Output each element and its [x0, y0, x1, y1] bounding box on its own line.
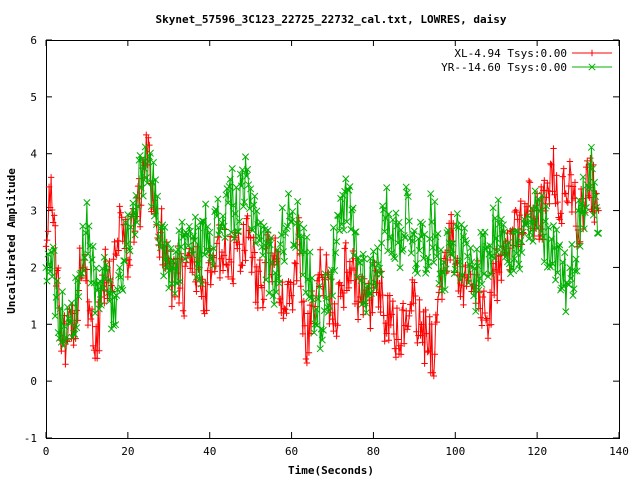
legend-marker [588, 49, 596, 57]
x-tick: 0 [43, 40, 50, 458]
x-tick: 100 [445, 40, 465, 458]
y-tick: 1 [30, 318, 619, 331]
legend-item: XL-4.94 Tsys:0.00 [454, 47, 612, 60]
chart-title: Skynet_57596_3C123_22725_22732_cal.txt, … [156, 13, 507, 26]
x-tick-label: 20 [121, 445, 134, 458]
series-layer [42, 131, 603, 380]
y-tick: -1 [24, 432, 619, 445]
y-tick: 5 [30, 91, 619, 104]
y-tick-label: 3 [30, 205, 37, 218]
y-tick: 2 [30, 261, 619, 274]
x-tick: 60 [285, 40, 298, 458]
y-tick: 0 [30, 375, 619, 388]
x-tick: 140 [609, 40, 629, 458]
legend-item: YR--14.60 Tsys:0.00 [441, 61, 612, 74]
plot-frame [46, 40, 620, 439]
x-tick-label: 120 [527, 445, 547, 458]
x-tick-label: 60 [285, 445, 298, 458]
y-tick: 6 [30, 34, 619, 47]
y-tick-label: 1 [30, 318, 37, 331]
x-tick-label: 40 [203, 445, 216, 458]
x-tick-label: 0 [43, 445, 50, 458]
x-tick-label: 140 [609, 445, 629, 458]
series-line [45, 146, 599, 349]
series-markers [42, 143, 603, 353]
y-tick-label: -1 [24, 432, 37, 445]
y-axis-label: Uncalibrated Amplitude [5, 168, 18, 314]
axis-ticks: 0 20 40 60 80 100 120 140 -1 0 1 2 3 4 5 6 [24, 34, 629, 458]
series-xl [42, 131, 602, 380]
y-tick-label: 6 [30, 34, 37, 47]
series-yr [42, 143, 603, 353]
y-tick-label: 5 [30, 91, 37, 104]
x-axis-label: Time(Seconds) [288, 464, 374, 477]
series-markers [42, 131, 602, 380]
y-tick-label: 0 [30, 375, 37, 388]
legend-marker [588, 63, 596, 71]
legend-label: XL-4.94 Tsys:0.00 [454, 47, 567, 60]
x-tick: 40 [203, 40, 216, 458]
x-tick-label: 100 [445, 445, 465, 458]
y-tick-label: 2 [30, 261, 37, 274]
x-tick-label: 80 [367, 445, 380, 458]
legend-label: YR--14.60 Tsys:0.00 [441, 61, 567, 74]
y-tick: 4 [30, 148, 619, 161]
x-tick: 80 [367, 40, 380, 458]
y-tick-label: 4 [30, 148, 37, 161]
x-tick: 20 [121, 40, 134, 458]
x-tick: 120 [527, 40, 547, 458]
